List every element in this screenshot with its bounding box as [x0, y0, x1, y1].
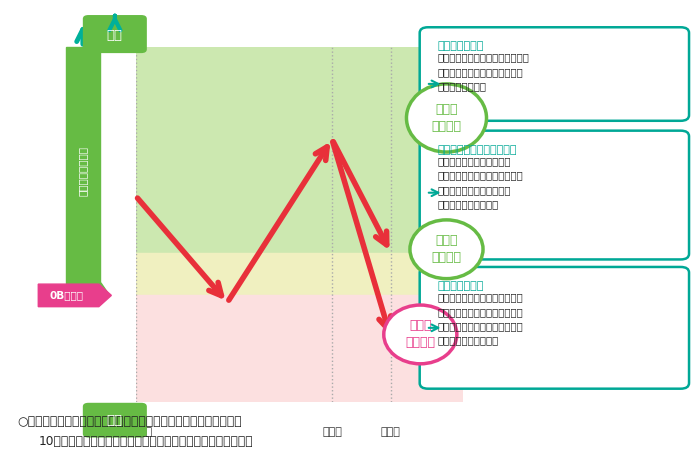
Ellipse shape [406, 84, 487, 152]
Bar [66, 47, 100, 296]
Text: ○金額１万通貨単位以上の募集方式でお取扱いいたします。なお、: ○金額１万通貨単位以上の募集方式でお取扱いいたします。なお、 [17, 415, 242, 428]
Text: 円高: 円高 [107, 414, 122, 427]
FancyBboxPatch shape [420, 27, 689, 121]
Text: お預入れ時の為替相場より
円高に進行していますが、お預
入れ時と同水準の為替相場
で円に転換されます。: お預入れ時の為替相場より 円高に進行していますが、お預 入れ時と同水準の為替相場… [437, 156, 523, 209]
Text: 〈円高ゾーン〉: 〈円高ゾーン〉 [437, 281, 484, 291]
Text: 〈為替リスク回避ゾーン〉: 〈為替リスク回避ゾーン〉 [437, 145, 516, 155]
Bar [136, 296, 463, 402]
Text: 外貨ベースでは元本割れはあり
ませんが、満期日以降円貨に転
換すると円貨ベースで元本割れ
の可能性があります。: 外貨ベースでは元本割れはあり ませんが、満期日以降円貨に転 換すると円貨ベースで… [437, 292, 523, 345]
Text: 円安メリットは得られませんが、
円貨ベースでの好利回りを得る
ことはできます。: 円安メリットは得られませんが、 円貨ベースでの好利回りを得る ことはできます。 [437, 53, 529, 92]
Text: 円貨で
お受取り: 円貨で お受取り [432, 234, 461, 264]
Bar [136, 253, 463, 296]
Text: お預入れ為替相場: お預入れ為替相場 [78, 146, 88, 196]
FancyBboxPatch shape [83, 403, 147, 438]
Text: 0Bレート: 0Bレート [49, 290, 83, 300]
Text: お預入れ日: お預入れ日 [119, 427, 152, 437]
Text: 満期日: 満期日 [381, 427, 401, 437]
Text: 円貨で
お受取り: 円貨で お受取り [432, 103, 461, 133]
FancyArrow shape [100, 283, 108, 303]
Ellipse shape [383, 305, 457, 364]
FancyBboxPatch shape [420, 131, 689, 259]
Text: 10万通貨以上の場合は募集方式によらず個別対応も可能です。: 10万通貨以上の場合は募集方式によらず個別対応も可能です。 [38, 435, 253, 448]
Bar [136, 47, 463, 253]
Text: 外貨で
お受取り: 外貨で お受取り [405, 320, 435, 349]
FancyBboxPatch shape [420, 267, 689, 389]
Text: 円安: 円安 [107, 29, 122, 42]
FancyBboxPatch shape [83, 15, 147, 53]
Ellipse shape [410, 220, 483, 279]
FancyArrow shape [38, 284, 111, 307]
Text: 判定日: 判定日 [322, 427, 342, 437]
Text: 〈円安ゾーン〉: 〈円安ゾーン〉 [437, 41, 484, 51]
